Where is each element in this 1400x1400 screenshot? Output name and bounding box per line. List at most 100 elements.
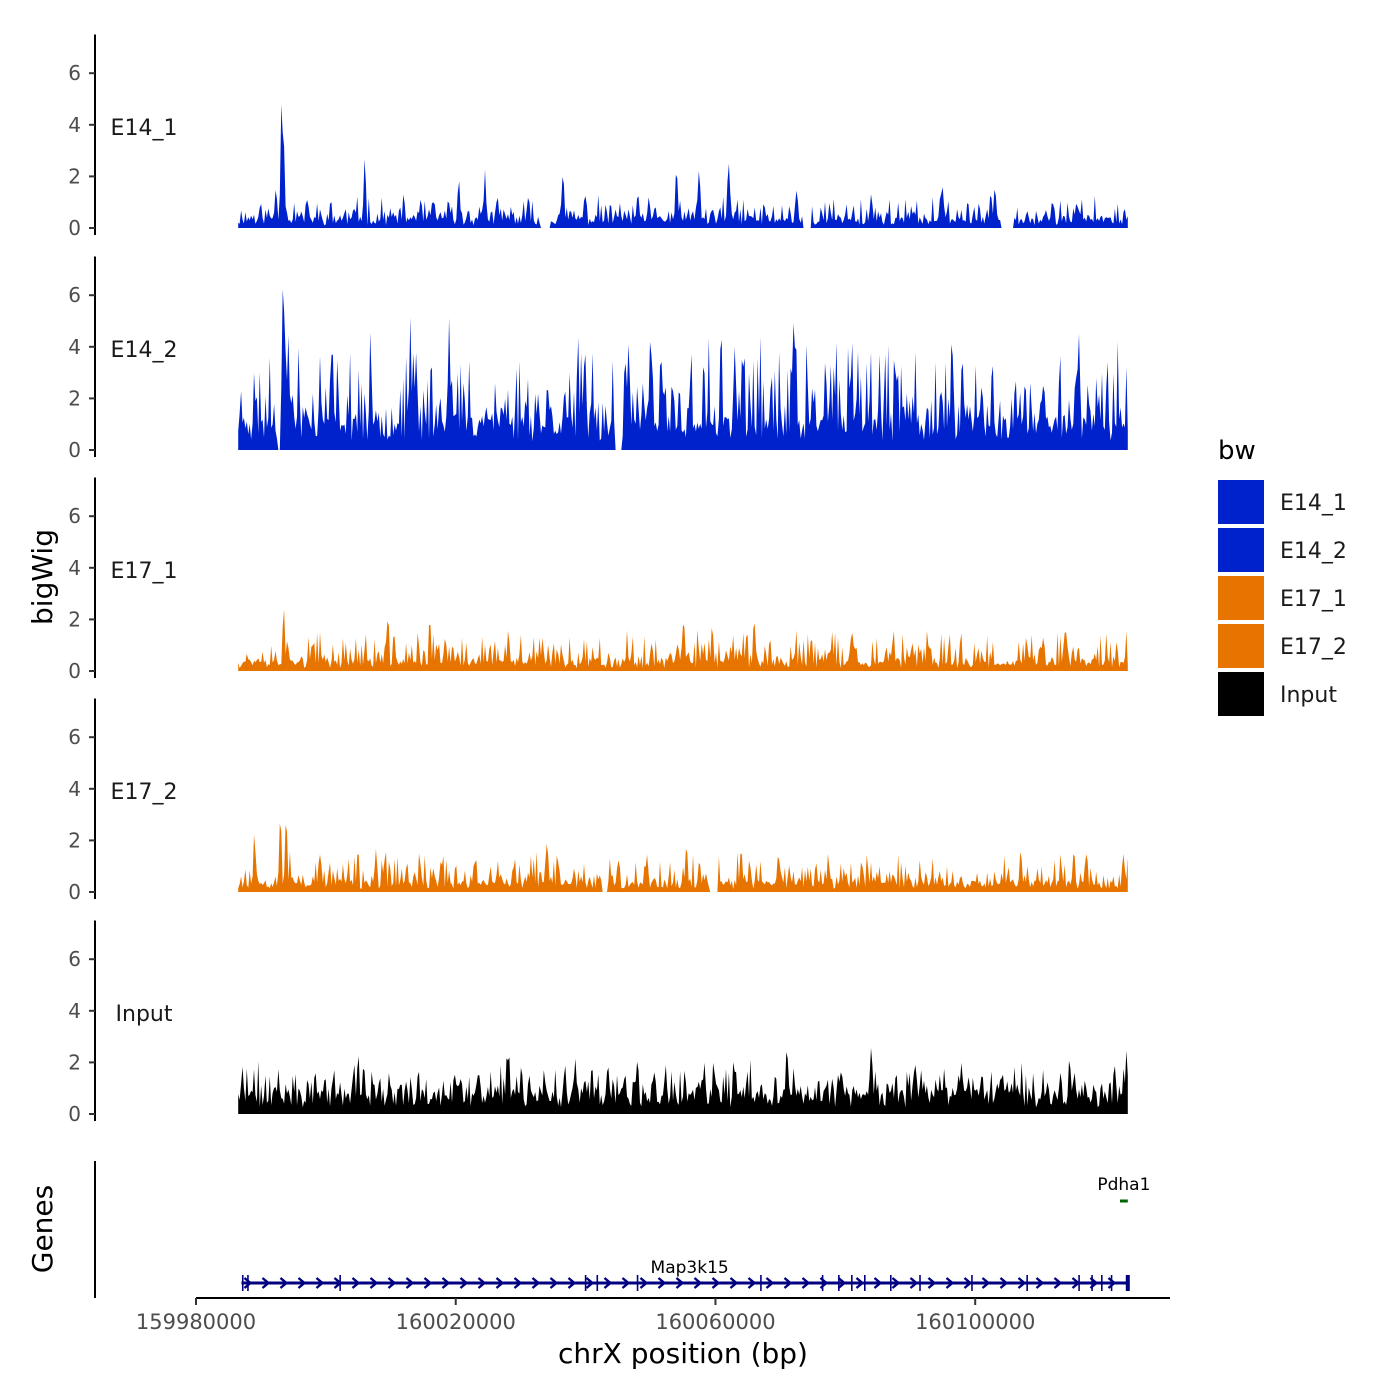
legend-item-e14-2: E14_2 [1218, 528, 1347, 572]
signal-area [238, 1047, 1128, 1114]
strand-arrow [747, 1277, 757, 1289]
legend-swatch [1218, 528, 1264, 572]
strand-arrow [1107, 1277, 1117, 1289]
track-label: E14_1 [111, 116, 178, 141]
strand-arrow [441, 1277, 451, 1289]
y-tick-label: 6 [68, 504, 81, 528]
genes-panel-title: Genes [26, 1185, 59, 1273]
x-tick-label: 160100000 [915, 1310, 1035, 1334]
strand-arrow [1053, 1277, 1063, 1289]
strand-arrow [459, 1277, 469, 1289]
x-axis-title: chrX position (bp) [558, 1337, 808, 1370]
strand-arrow [297, 1277, 307, 1289]
y-tick-label: 2 [68, 607, 81, 631]
strand-arrow [495, 1277, 505, 1289]
y-tick-label: 4 [68, 999, 81, 1023]
y-tick-label: 0 [68, 1102, 81, 1126]
strand-arrow [603, 1277, 613, 1289]
signal-tracks: 0 2 4 6 E14_1 0 2 4 6 E14_2 0 2 4 6 E17_1 0 2 4 6 E17_2 0 2 4 6… [68, 34, 1128, 1126]
y-tick-label: 0 [68, 216, 81, 240]
y-tick-label: 4 [68, 335, 81, 359]
strand-arrow [639, 1277, 649, 1289]
strand-arrow [801, 1277, 811, 1289]
legend-label: E14_2 [1280, 539, 1347, 564]
legend-item-e17-1: E17_1 [1218, 576, 1347, 620]
strand-arrow [351, 1277, 361, 1289]
legend-swatch [1218, 576, 1264, 620]
strand-arrow [279, 1277, 289, 1289]
strand-arrow [927, 1277, 937, 1289]
legend: bw E14_1 E14_2 E17_1 E17_2 Input [1218, 436, 1347, 716]
y-tick-label: 0 [68, 659, 81, 683]
track-e14-2: 0 2 4 6 E14_2 [68, 256, 1128, 462]
strand-arrow [981, 1277, 991, 1289]
y-tick-label: 4 [68, 556, 81, 580]
strand-arrow [477, 1277, 487, 1289]
signal-area [238, 289, 1128, 450]
y-tick-label: 0 [68, 438, 81, 462]
strand-arrow [765, 1277, 775, 1289]
signal-area [238, 823, 1128, 892]
strand-arrow [369, 1277, 379, 1289]
strand-arrow [621, 1277, 631, 1289]
y-tick-label: 4 [68, 777, 81, 801]
strand-arrow [567, 1277, 577, 1289]
gene-map3k15: Map3k15 [241, 1258, 1130, 1291]
strand-arrow [423, 1277, 433, 1289]
gene-label: Map3k15 [651, 1258, 729, 1278]
strand-arrow [711, 1277, 721, 1289]
strand-arrow [891, 1277, 901, 1289]
strand-arrow [513, 1277, 523, 1289]
strand-arrow [243, 1277, 253, 1289]
x-axis: 159980000 160020000 160060000 160100000 chr… [136, 1297, 1170, 1370]
y-tick-label: 2 [68, 164, 81, 188]
strand-arrow [909, 1277, 919, 1289]
x-tick-label: 160020000 [396, 1310, 516, 1334]
signal-area [238, 609, 1128, 671]
y-tick-label: 2 [68, 828, 81, 852]
legend-swatch [1218, 480, 1264, 524]
y-tick-label: 4 [68, 113, 81, 137]
strand-arrow [585, 1277, 595, 1289]
y-tick-label: 0 [68, 880, 81, 904]
strand-arrow [387, 1277, 397, 1289]
legend-swatch [1218, 672, 1264, 716]
legend-label: E14_1 [1280, 491, 1347, 516]
legend-swatch [1218, 624, 1264, 668]
track-label: E14_2 [111, 338, 178, 363]
legend-title: bw [1218, 436, 1256, 466]
track-e14-1: 0 2 4 6 E14_1 [68, 34, 1128, 240]
y-tick-label: 6 [68, 283, 81, 307]
strand-arrow [963, 1277, 973, 1289]
strand-arrow [1035, 1277, 1045, 1289]
signal-area [238, 104, 1128, 228]
gene-label: Pdha1 [1097, 1175, 1150, 1195]
legend-label: E17_1 [1280, 587, 1347, 612]
strand-arrow [729, 1277, 739, 1289]
x-tick-label: 159980000 [136, 1310, 256, 1334]
y-axis-title: bigWig [26, 529, 59, 625]
legend-label: Input [1280, 683, 1337, 708]
legend-label: E17_2 [1280, 635, 1347, 660]
strand-arrow [945, 1277, 955, 1289]
strand-arrow [531, 1277, 541, 1289]
y-tick-label: 2 [68, 386, 81, 410]
y-tick-label: 6 [68, 947, 81, 971]
track-e17-1: 0 2 4 6 E17_1 [68, 477, 1128, 683]
strand-arrow [873, 1277, 883, 1289]
strand-arrow [261, 1277, 271, 1289]
track-input: 0 2 4 6 Input [68, 920, 1128, 1126]
strand-arrow [549, 1277, 559, 1289]
strand-arrow [405, 1277, 415, 1289]
y-tick-label: 6 [68, 61, 81, 85]
track-label: Input [116, 1002, 173, 1027]
strand-arrow [855, 1277, 865, 1289]
strand-arrow [657, 1277, 667, 1289]
strand-arrow [1017, 1277, 1027, 1289]
legend-item-input: Input [1218, 672, 1337, 716]
genes-panel: Genes Map3k15 Pdha1 [26, 1161, 1150, 1298]
strand-arrow [837, 1277, 847, 1289]
strand-arrow [693, 1277, 703, 1289]
track-label: E17_1 [111, 559, 178, 584]
